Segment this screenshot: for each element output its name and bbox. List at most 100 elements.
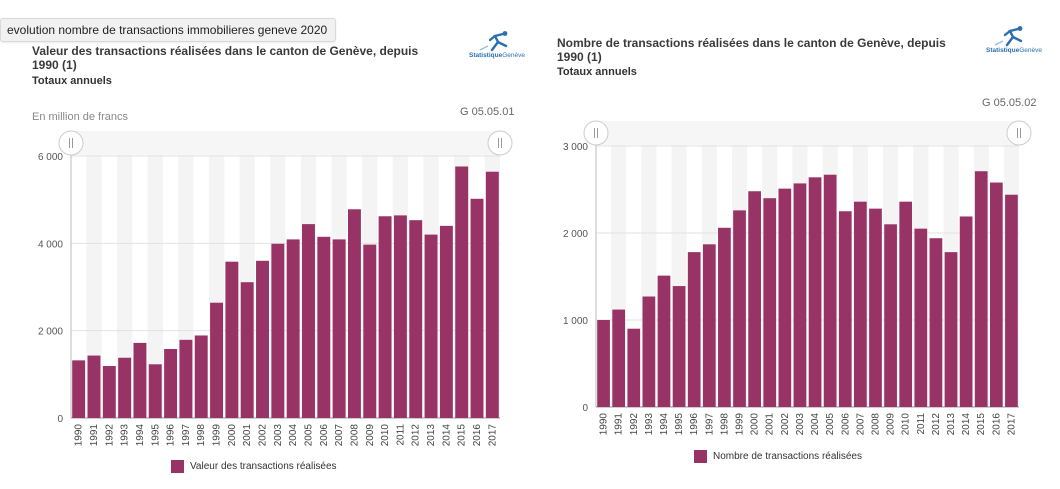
range-handle-icon <box>58 130 84 156</box>
chart-subtitle: Totaux annuels <box>32 75 112 87</box>
x-tick-label: 2013 <box>426 424 437 447</box>
x-tick-label: 1998 <box>719 413 730 436</box>
plot-band <box>116 155 133 418</box>
bar <box>271 243 285 418</box>
bar <box>733 210 746 407</box>
x-tick-label: 2007 <box>334 424 345 447</box>
chart-code: G 05.05.02 <box>982 97 1037 109</box>
bar <box>133 342 147 418</box>
x-tick-label: 2009 <box>365 424 376 447</box>
bar <box>929 238 943 407</box>
bar <box>409 220 423 418</box>
bar <box>378 216 392 418</box>
logo-text-bold: Statistique <box>468 52 503 59</box>
legend-swatch <box>694 450 707 463</box>
plot-band <box>147 155 163 418</box>
bar <box>102 366 116 418</box>
x-tick-label: 2011 <box>395 424 406 446</box>
y-tick-label: 1 000 <box>563 316 588 327</box>
x-tick-label: 2000 <box>227 424 238 447</box>
x-tick-label: 1997 <box>181 424 192 447</box>
chart-title-line2: 1990 (1) <box>32 58 77 72</box>
chart-title: Nombre de transactions réalisées dans le… <box>557 36 946 64</box>
chart-title-line1: Valeur des transactions réalisées dans l… <box>32 44 419 58</box>
logo-text-bold: Statistique <box>985 47 1020 54</box>
statistique-geneve-logo: StatistiqueGenève <box>985 25 1045 61</box>
x-tick-label: 2008 <box>870 413 881 436</box>
x-tick-label: 1996 <box>689 413 700 436</box>
chart-panel-right: Nombre de transactions réalisées dans le… <box>530 0 1060 489</box>
legend-swatch <box>171 460 184 473</box>
bar <box>642 296 656 407</box>
x-tick-label: 1994 <box>659 413 670 436</box>
bar <box>455 166 469 418</box>
bar <box>256 260 269 418</box>
x-tick-label: 2009 <box>886 413 897 436</box>
x-tick-label: 2005 <box>303 424 314 447</box>
bar <box>148 364 162 418</box>
bar <box>286 239 300 418</box>
x-tick-label: 2015 <box>976 413 987 436</box>
bar <box>485 171 499 418</box>
bar <box>657 275 671 407</box>
bar <box>899 201 913 407</box>
x-tick-label: 2012 <box>411 424 422 447</box>
bar <box>989 182 1003 407</box>
legend[interactable]: Nombre de transactions réalisées <box>694 450 862 463</box>
range-handle-circle <box>58 130 84 156</box>
range-selector-band <box>71 131 500 155</box>
statistique-geneve-logo: StatistiqueGenève <box>469 30 530 66</box>
bar <box>884 224 897 407</box>
search-suggestion-chip[interactable]: evolution nombre de transactions immobil… <box>0 18 337 42</box>
chart-code: G 05.05.01 <box>460 106 515 118</box>
x-tick-label: 2000 <box>750 413 761 436</box>
x-tick-label: 1999 <box>735 413 746 436</box>
bar <box>808 177 822 407</box>
bar <box>748 191 761 407</box>
chart-title-line2: 1990 (1) <box>557 50 602 64</box>
bar <box>914 228 928 407</box>
x-tick-label: 1998 <box>196 424 207 447</box>
bar <box>1005 194 1018 407</box>
bar <box>823 174 837 407</box>
x-tick-label: 1999 <box>212 424 223 447</box>
logo-text-light: Genève <box>1019 47 1042 54</box>
y-tick-label: 4 000 <box>38 239 63 250</box>
logo-text: StatistiqueGenève <box>979 47 1049 54</box>
x-tick-label: 1990 <box>599 413 610 436</box>
range-handle-circle <box>583 120 609 146</box>
x-tick-label: 2002 <box>780 413 791 436</box>
chart-panel-left: Valeur des transactions réalisées dans l… <box>32 30 530 473</box>
x-tick-label: 2015 <box>457 424 468 447</box>
x-tick-label: 1994 <box>135 424 146 447</box>
legend[interactable]: Valeur des transactions réalisées <box>171 460 337 473</box>
runner-icon <box>479 31 508 52</box>
x-tick-label: 2002 <box>258 424 269 447</box>
logo-text: StatistiqueGenève <box>462 52 532 59</box>
bar <box>225 261 239 418</box>
x-tick-label: 2006 <box>319 424 330 447</box>
x-tick-label: 2005 <box>825 413 836 436</box>
range-selector-band <box>596 121 1019 145</box>
x-tick-label: 1992 <box>104 424 115 447</box>
bar <box>672 286 686 407</box>
bar <box>793 183 807 407</box>
chart-title: Valeur des transactions réalisées dans l… <box>32 44 418 72</box>
bar <box>302 224 315 418</box>
y-tick-label: 2 000 <box>563 229 588 240</box>
x-tick-label: 2010 <box>380 424 391 447</box>
x-tick-label: 2003 <box>273 424 284 447</box>
x-tick-label: 1997 <box>704 413 715 436</box>
bar <box>118 357 132 418</box>
runner-icon <box>994 26 1023 47</box>
x-tick-label: 2014 <box>961 413 972 436</box>
x-tick-label: 1990 <box>74 424 85 447</box>
bar <box>393 215 407 418</box>
bar <box>194 335 208 418</box>
bar <box>687 252 701 407</box>
x-tick-label: 2008 <box>349 424 360 447</box>
bar <box>210 302 224 418</box>
bar <box>838 211 852 407</box>
bar <box>974 171 988 407</box>
x-tick-label: 2004 <box>288 424 299 447</box>
